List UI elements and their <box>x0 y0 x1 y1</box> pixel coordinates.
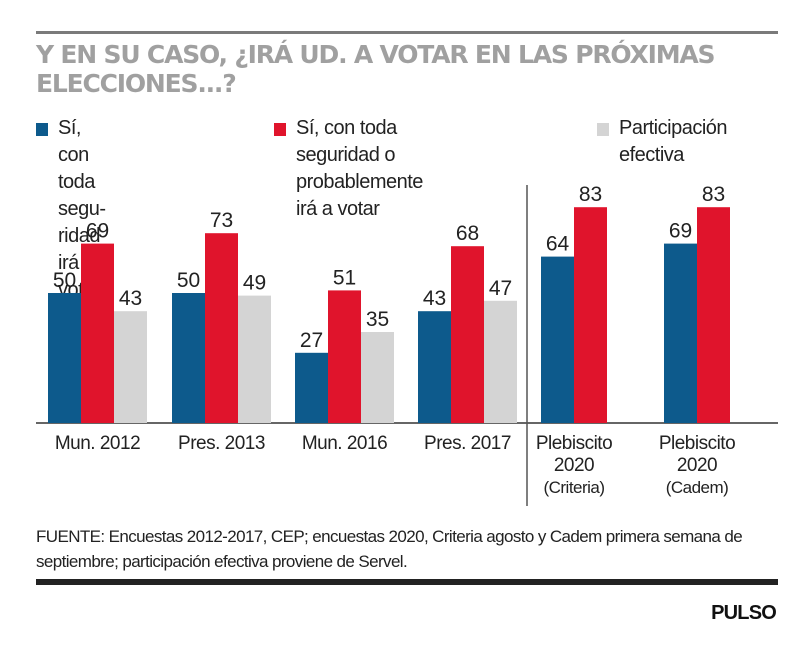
data-label: 83 <box>702 183 725 206</box>
data-label: 64 <box>546 233 570 256</box>
bar <box>664 243 697 423</box>
data-label: 69 <box>86 220 109 243</box>
bar <box>48 293 81 423</box>
bar <box>114 311 147 423</box>
data-label: 50 <box>177 269 200 292</box>
category-label: (Criteria) <box>543 478 604 497</box>
legend-swatch-red <box>274 123 286 136</box>
data-label: 50 <box>53 269 76 292</box>
data-label: 68 <box>456 222 479 245</box>
bar <box>295 352 328 423</box>
bar <box>418 311 451 423</box>
bar <box>172 293 205 423</box>
legend-swatch-blue <box>36 123 48 136</box>
bar <box>697 207 730 423</box>
category-label: (Cadem) <box>666 478 729 497</box>
top-rule <box>36 31 778 34</box>
category-label: 2020 <box>554 455 594 476</box>
bar <box>361 332 394 423</box>
bottom-rule <box>36 579 778 585</box>
category-label: Pres. 2017 <box>424 433 511 454</box>
data-label: 51 <box>333 266 356 289</box>
data-label: 49 <box>243 272 266 295</box>
category-label: Mun. 2016 <box>302 433 387 454</box>
data-label: 35 <box>366 308 389 331</box>
data-label: 47 <box>489 277 512 300</box>
category-label: Plebiscito <box>536 433 612 454</box>
data-label: 69 <box>669 220 692 243</box>
bar <box>451 246 484 423</box>
bar <box>328 290 361 423</box>
data-label: 83 <box>579 183 602 206</box>
bar <box>574 207 607 423</box>
bar <box>541 256 574 423</box>
data-label: 43 <box>423 287 446 310</box>
legend-label: Participación efectiva <box>619 117 728 166</box>
brand-logo: PULSO <box>711 602 777 624</box>
source-text: Encuestas 2012-2017, CEP; encuestas 2020… <box>36 527 743 571</box>
chart-title: Y EN SU CASO, ¿IRÁ UD. A VOTAR EN LAS PR… <box>36 40 716 98</box>
legend-label: Sí, con toda seguridad o probablemente i… <box>296 117 423 220</box>
bar <box>238 295 271 423</box>
legend-swatch-gray <box>597 123 609 136</box>
bar <box>484 300 517 423</box>
source-note: FUENTE: Encuestas 2012-2017, CEP; encues… <box>36 524 776 574</box>
data-label: 73 <box>210 209 233 232</box>
bar <box>205 233 238 423</box>
category-label: Plebiscito <box>659 433 735 454</box>
category-label: 2020 <box>677 455 717 476</box>
data-label: 27 <box>300 329 323 352</box>
source-label: FUENTE: <box>36 527 105 546</box>
data-label: 43 <box>119 287 142 310</box>
bar <box>81 243 114 423</box>
category-label: Mun. 2012 <box>55 433 140 454</box>
category-label: Pres. 2013 <box>178 433 265 454</box>
